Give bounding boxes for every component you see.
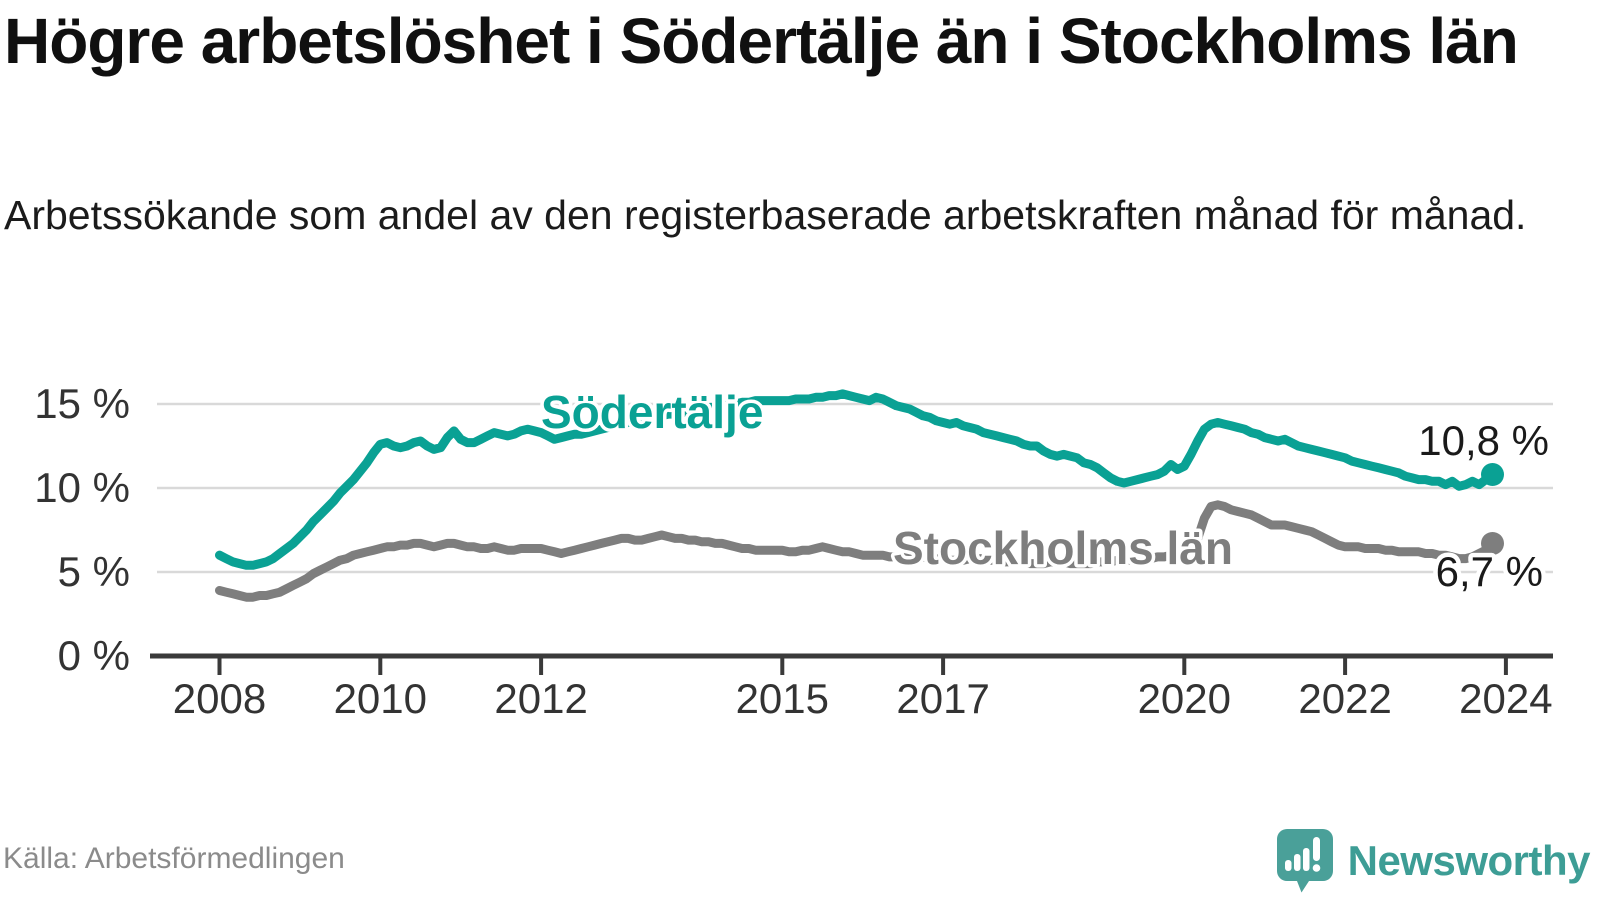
x-axis	[150, 653, 1553, 675]
line-sodertalje	[215, 389, 1497, 570]
gridlines	[157, 402, 1553, 574]
x-tick-label-2020: 2020	[1138, 675, 1231, 722]
bar-1	[1284, 860, 1292, 871]
end-value-label-sodertalje: 10,8 %	[1418, 417, 1549, 464]
x-tick-label-2008: 2008	[173, 675, 266, 722]
y-tick-label-0: 0 %	[58, 632, 130, 679]
page-subtitle: Arbetssökande som andel av den registerb…	[4, 192, 1527, 238]
bar-3	[1302, 848, 1310, 871]
series-label-sodertalje: Södertälje	[541, 386, 763, 438]
brand-logo: Newsworthy	[1276, 828, 1591, 894]
x-tick-label-2012: 2012	[494, 675, 587, 722]
line-stockholms-lan	[215, 500, 1497, 602]
data-series-lines	[215, 389, 1497, 602]
end-value-label-stockholms-lan: 6,7 %	[1436, 548, 1543, 595]
x-tick-label-2024: 2024	[1459, 675, 1552, 722]
y-axis-tick-labels: 0 % 5 % 10 % 15 %	[34, 380, 130, 679]
x-tick-label-2022: 2022	[1298, 675, 1391, 722]
brand-name: Newsworthy	[1347, 837, 1591, 884]
x-tick-label-2017: 2017	[896, 675, 989, 722]
series-end-dots	[1481, 463, 1504, 555]
y-tick-label-5: 5 %	[58, 548, 130, 595]
source-credit: Källa: Arbetsförmedlingen	[3, 842, 345, 875]
x-tick-label-2015: 2015	[736, 675, 829, 722]
newsworthy-icon	[1276, 829, 1333, 893]
series-label-stockholms-lan: Stockholms län	[893, 522, 1233, 574]
bar-2	[1293, 854, 1301, 871]
y-tick-label-15: 15 %	[34, 380, 130, 427]
x-axis-tick-labels: 2008 2010 2012 2015 2017 2020 2022 2024	[173, 675, 1553, 722]
end-dot-sodertalje	[1481, 463, 1504, 487]
end-dot-stockholms-lan	[1481, 531, 1504, 555]
page-title: Högre arbetslöshet i Södertälje än i Sto…	[4, 5, 1519, 77]
exclamation-stem	[1312, 837, 1320, 861]
y-tick-label-10: 10 %	[34, 464, 130, 511]
exclamation-dot	[1312, 864, 1320, 872]
x-tick-label-2010: 2010	[334, 675, 427, 722]
